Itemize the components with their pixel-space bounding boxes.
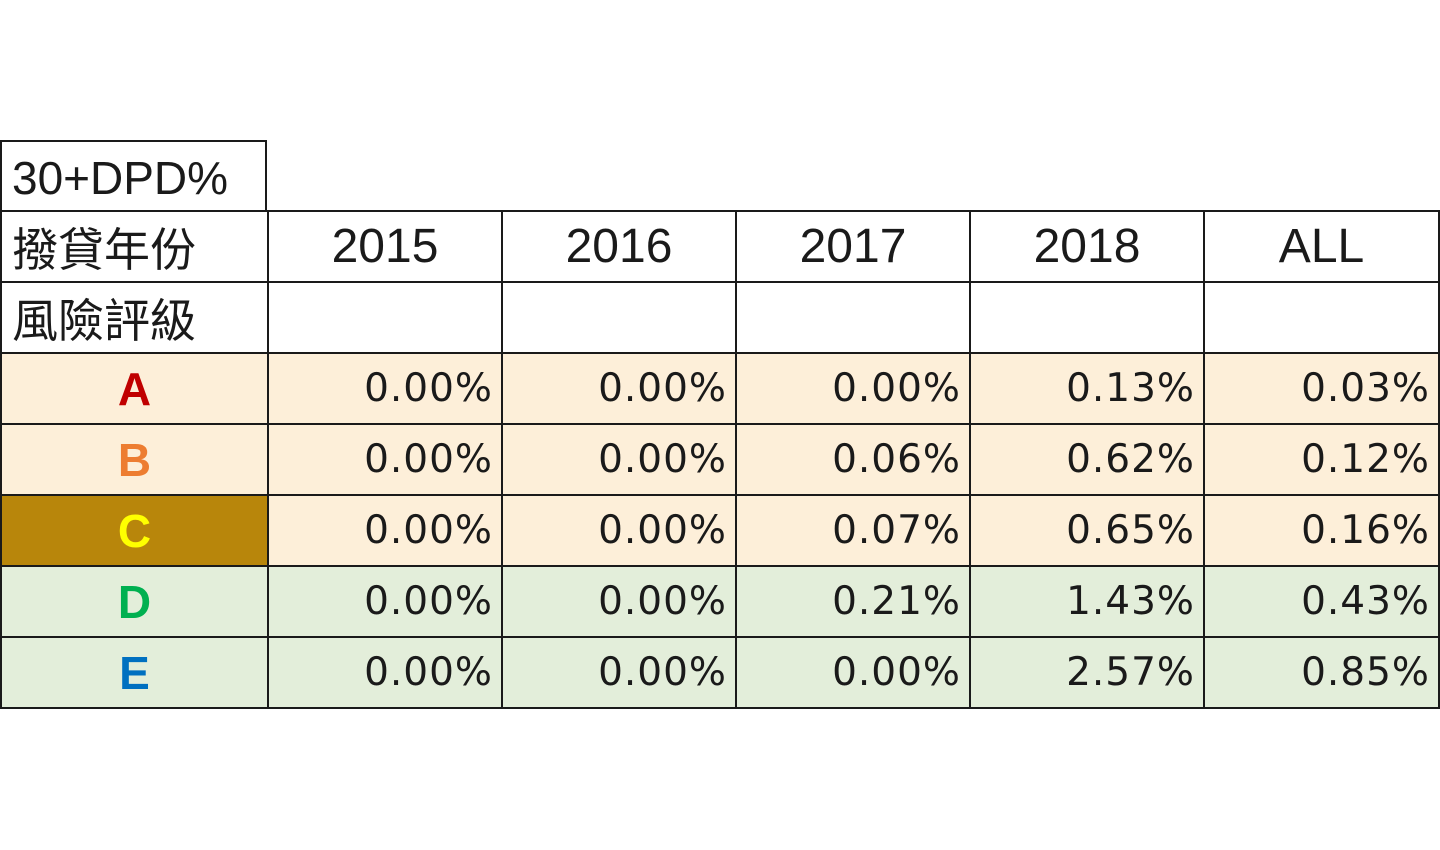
- value-cell: 0.85%: [1203, 636, 1440, 709]
- column-header-2017: 2017: [735, 210, 971, 283]
- grade-cell: D: [0, 565, 269, 638]
- grade-cell: C: [0, 494, 269, 567]
- table-row: C 0.00% 0.00% 0.07% 0.65% 0.16%: [0, 494, 1440, 567]
- empty-header-cell: [267, 281, 503, 354]
- value-cell: 0.21%: [735, 565, 971, 638]
- value-cell: 1.43%: [969, 565, 1205, 638]
- value-cell: 0.06%: [735, 423, 971, 496]
- value-cell: 0.07%: [735, 494, 971, 567]
- value-cell: 0.00%: [267, 423, 503, 496]
- value-cell: 2.57%: [969, 636, 1205, 709]
- value-cell: 0.00%: [267, 565, 503, 638]
- header-row-years: 撥貸年份 2015 2016 2017 2018 ALL: [0, 210, 1440, 283]
- year-label: 撥貸年份: [0, 210, 269, 283]
- data-rows: A 0.00% 0.00% 0.00% 0.13% 0.03% B 0.00% 0.00% 0.0…: [0, 352, 1440, 709]
- column-header-all: ALL: [1203, 210, 1440, 283]
- table-title: 30+DPD%: [0, 140, 267, 212]
- column-header-2018: 2018: [969, 210, 1205, 283]
- value-cell: 0.13%: [969, 352, 1205, 425]
- grade-cell: E: [0, 636, 269, 709]
- grade-label: 風險評級: [0, 281, 269, 354]
- table-row: B 0.00% 0.00% 0.06% 0.62% 0.12%: [0, 423, 1440, 496]
- table-row: E 0.00% 0.00% 0.00% 2.57% 0.85%: [0, 636, 1440, 709]
- value-cell: 0.00%: [501, 423, 737, 496]
- grade-cell: A: [0, 352, 269, 425]
- value-cell: 0.00%: [735, 636, 971, 709]
- value-cell: 0.00%: [501, 494, 737, 567]
- value-cell: 0.00%: [267, 352, 503, 425]
- value-cell: 0.00%: [735, 352, 971, 425]
- header-row-grade: 風險評級: [0, 281, 1440, 354]
- value-cell: 0.00%: [267, 636, 503, 709]
- empty-header-cell: [501, 281, 737, 354]
- value-cell: 0.65%: [969, 494, 1205, 567]
- value-cell: 0.00%: [267, 494, 503, 567]
- value-cell: 0.00%: [501, 352, 737, 425]
- value-cell: 0.00%: [501, 565, 737, 638]
- value-cell: 0.62%: [969, 423, 1205, 496]
- value-cell: 0.12%: [1203, 423, 1440, 496]
- value-cell: 0.43%: [1203, 565, 1440, 638]
- value-cell: 0.03%: [1203, 352, 1440, 425]
- empty-header-cell: [735, 281, 971, 354]
- value-cell: 0.00%: [501, 636, 737, 709]
- empty-header-cell: [1203, 281, 1440, 354]
- column-header-2016: 2016: [501, 210, 737, 283]
- value-cell: 0.16%: [1203, 494, 1440, 567]
- column-header-2015: 2015: [267, 210, 503, 283]
- table-row: A 0.00% 0.00% 0.00% 0.13% 0.03%: [0, 352, 1440, 425]
- table-row: D 0.00% 0.00% 0.21% 1.43% 0.43%: [0, 565, 1440, 638]
- grade-cell: B: [0, 423, 269, 496]
- empty-header-cell: [969, 281, 1205, 354]
- dpd-table: 撥貸年份 2015 2016 2017 2018 ALL 風險評級 A 0.00%…: [0, 210, 1440, 709]
